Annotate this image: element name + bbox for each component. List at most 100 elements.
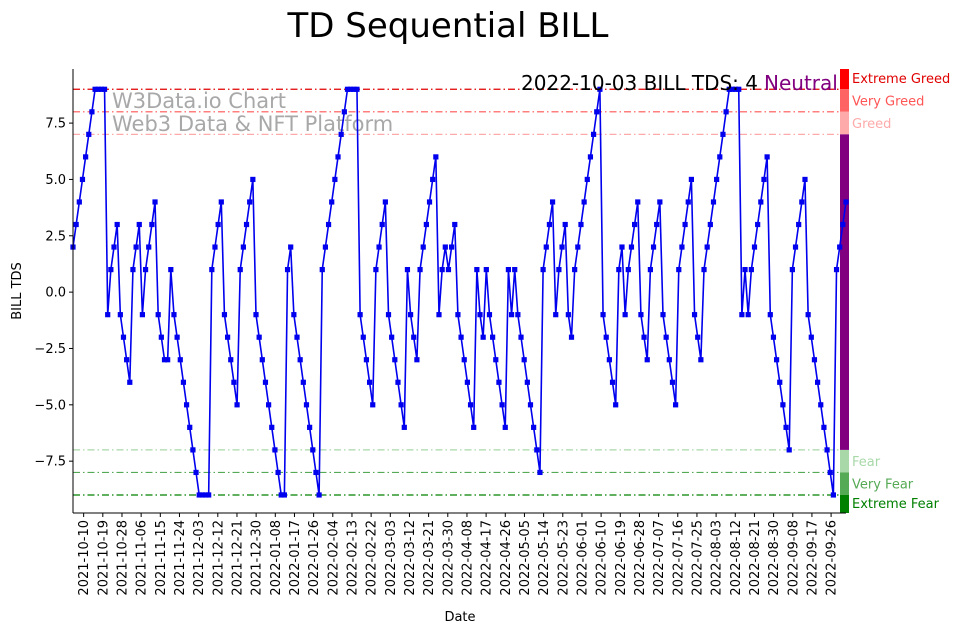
x-tick-label: 2022-09-26	[825, 520, 840, 596]
x-tick-label: 2021-12-03	[192, 520, 207, 596]
data-point	[751, 244, 758, 250]
data-point	[171, 312, 177, 318]
data-point	[521, 357, 527, 363]
y-tick-label: 7.5	[45, 117, 66, 132]
data-point	[606, 357, 612, 363]
data-point	[512, 266, 518, 273]
data-point	[840, 221, 846, 228]
x-tick-label: 2022-05-14	[537, 520, 552, 596]
y-tick-label: −2.5	[34, 342, 66, 357]
data-point	[565, 312, 571, 318]
data-point	[572, 266, 578, 273]
data-point	[95, 86, 101, 92]
data-point	[843, 199, 849, 205]
band-label-very-fear: Very Fear	[852, 478, 914, 493]
axes	[72, 69, 846, 514]
data-point	[212, 244, 218, 250]
data-point	[316, 492, 322, 498]
data-point	[764, 154, 770, 160]
band-very-greed	[840, 89, 849, 112]
data-point	[669, 379, 676, 385]
data-point	[808, 334, 814, 340]
data-point	[278, 492, 284, 498]
x-tick-label: 2022-04-08	[460, 520, 475, 596]
data-point	[584, 176, 590, 183]
data-point	[190, 447, 196, 453]
data-point	[404, 266, 411, 273]
data-point	[382, 199, 388, 205]
data-point	[698, 357, 704, 363]
data-point	[546, 221, 553, 228]
data-point	[641, 334, 647, 340]
data-point	[445, 266, 452, 273]
data-point	[373, 266, 379, 273]
data-point	[193, 469, 199, 476]
x-tick-label: 2022-03-21	[422, 520, 437, 596]
data-point	[553, 312, 559, 318]
data-point	[269, 424, 275, 430]
data-point	[174, 334, 180, 340]
x-tick-label: 2022-06-10	[595, 520, 610, 596]
data-point	[493, 357, 499, 363]
data-point	[288, 244, 294, 250]
band-fear	[840, 449, 849, 473]
band-label-greed: Greed	[852, 117, 891, 132]
x-tick-label: 2022-03-03	[384, 520, 399, 596]
data-point	[704, 244, 710, 250]
data-point	[344, 86, 351, 92]
data-point	[518, 334, 524, 340]
data-point	[748, 266, 754, 273]
band-extreme-fear	[840, 494, 849, 513]
data-point	[303, 402, 310, 408]
series-line-0	[72, 88, 847, 496]
data-point	[360, 334, 366, 340]
data-point	[524, 379, 530, 385]
x-tick-label: 2022-07-25	[690, 520, 705, 596]
data-point	[417, 266, 423, 273]
data-point	[180, 379, 187, 385]
data-point	[726, 86, 732, 92]
data-point	[366, 379, 373, 385]
data-point	[266, 402, 272, 408]
x-ticks: 2021-10-10 2021-10-19 2021-10-28 2021-11-06…	[77, 513, 840, 596]
data-point	[436, 312, 442, 318]
data-point	[647, 266, 653, 273]
data-point	[600, 312, 606, 318]
data-point	[714, 176, 720, 183]
data-point	[215, 221, 221, 228]
data-point	[619, 244, 625, 250]
data-point	[300, 379, 306, 385]
data-point	[310, 447, 316, 453]
data-point	[452, 221, 458, 228]
y-axis-label: BILL TDS	[10, 262, 25, 320]
data-point	[120, 334, 127, 340]
data-point	[250, 176, 256, 183]
data-point	[370, 402, 376, 408]
data-point	[433, 154, 439, 160]
data-point	[622, 312, 628, 318]
data-point	[199, 492, 205, 498]
data-point	[284, 266, 291, 273]
data-point	[717, 154, 723, 160]
data-point	[739, 312, 745, 318]
data-point	[587, 154, 594, 160]
data-point	[792, 244, 799, 250]
watermark-line-1: W3Data.io Chart	[112, 89, 286, 113]
data-point	[79, 176, 86, 183]
data-point	[332, 176, 338, 183]
data-point	[676, 266, 682, 273]
data-point	[534, 447, 540, 453]
x-tick-label: 2022-02-22	[365, 520, 380, 596]
data-point	[354, 86, 360, 92]
data-point	[351, 86, 357, 92]
data-point	[259, 357, 265, 363]
x-tick-label: 2021-12-30	[250, 520, 265, 596]
band-label-extreme-fear: Extreme Fear	[852, 497, 940, 512]
data-point	[679, 244, 685, 250]
data-point	[562, 221, 568, 228]
data-point	[165, 357, 171, 363]
data-point	[732, 86, 739, 92]
x-tick-label: 2022-07-16	[671, 520, 686, 596]
data-point	[707, 221, 713, 228]
